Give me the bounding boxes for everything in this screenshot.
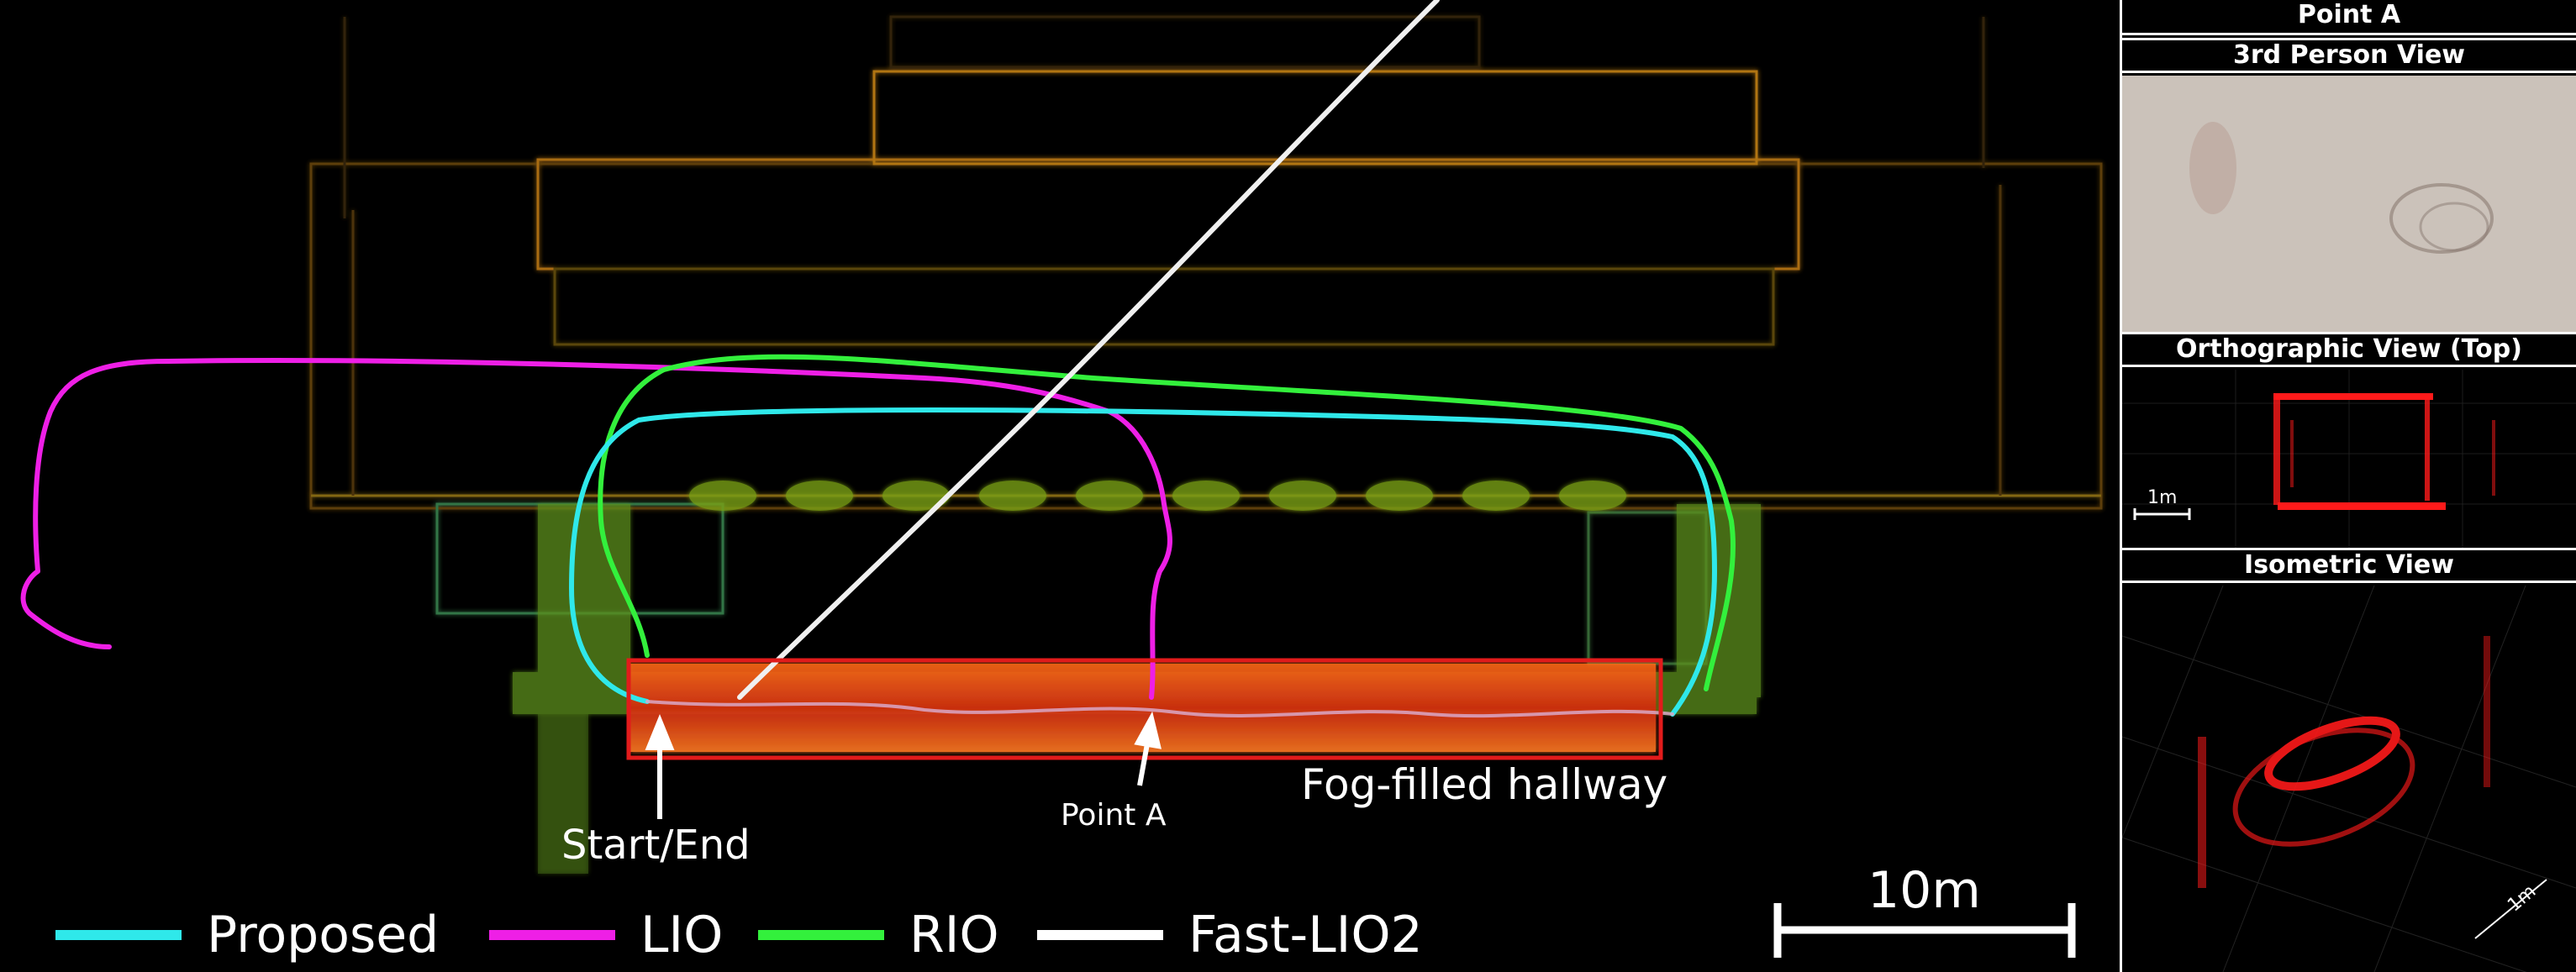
view-title-third-person: 3rd Person View [2122, 38, 2576, 73]
map-canvas [20, 0, 2103, 958]
legend-rio: RIO [758, 906, 999, 964]
legend-label-fast-lio2: Fast-LIO2 [1188, 906, 1423, 964]
annotation-arrows [645, 711, 1162, 819]
trajectories [20, 0, 1736, 718]
legend-label-proposed: Proposed [207, 906, 440, 964]
map-view: Start/End Point A Fog-filled hallway 10m… [20, 0, 2103, 964]
trajectory-proposed [569, 407, 1717, 717]
view-title-orthographic: Orthographic View (Top) [2122, 332, 2576, 367]
legend-label-rio: RIO [909, 906, 999, 964]
trajectory-lio [20, 358, 1172, 700]
scale-bar-label: 10m [1867, 861, 1981, 920]
legend-proposed: Proposed [55, 906, 439, 964]
legend-swatch-lio [489, 930, 615, 940]
arches [689, 481, 1626, 511]
orthographic-view: 1m [2122, 370, 2576, 548]
side-panel-title: Point A [2122, 0, 2576, 35]
third-person-view [2122, 76, 2576, 332]
trajectory-rio [598, 354, 1736, 691]
point-a-label: Point A [1061, 798, 1167, 833]
start-end-label: Start/End [561, 822, 751, 869]
iso-pointcloud [2122, 586, 2576, 972]
ortho-pointcloud [2122, 370, 2576, 548]
side-panel: Point A 3rd Person View Orthographic Vie… [2120, 0, 2576, 972]
scale-bar [1773, 903, 2076, 958]
legend-lio: LIO [489, 906, 723, 964]
view-title-isometric: Isometric View [2122, 548, 2576, 583]
legend-swatch-rio [758, 930, 884, 940]
ortho-scale-label: 1m [2147, 487, 2178, 508]
fog-scene [2122, 76, 2576, 332]
legend-fast-lio2: Fast-LIO2 [1037, 906, 1423, 964]
trajectory-fast-lio2 [737, 0, 1440, 700]
fog-hallway-label: Fog-filled hallway [1301, 760, 1668, 809]
isometric-view: 1m [2122, 586, 2576, 972]
legend-swatch-proposed [55, 930, 182, 940]
hallway-trajectories [645, 700, 1674, 718]
legend-swatch-fast-lio2 [1037, 930, 1163, 940]
legend-label-lio: LIO [640, 906, 724, 964]
